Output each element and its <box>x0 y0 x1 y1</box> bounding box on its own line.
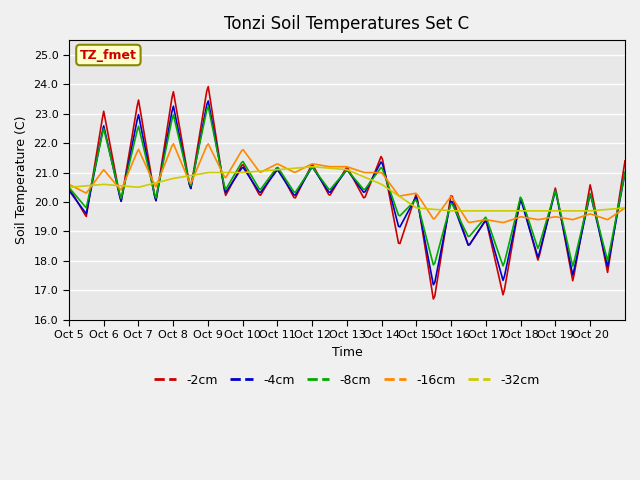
-4cm <box>429 282 437 288</box>
-32cm <box>547 208 555 214</box>
-4cm <box>353 180 360 185</box>
-16cm <box>499 220 507 226</box>
-32cm <box>449 208 456 214</box>
Line: -32cm: -32cm <box>69 167 625 211</box>
X-axis label: Time: Time <box>332 346 362 359</box>
-16cm <box>101 168 109 174</box>
-8cm <box>620 177 627 183</box>
-2cm <box>429 296 437 302</box>
-8cm <box>463 231 470 237</box>
-4cm <box>547 205 555 211</box>
-32cm <box>309 164 317 169</box>
-4cm <box>65 187 73 193</box>
-16cm <box>621 205 629 211</box>
-8cm <box>546 208 554 214</box>
-16cm <box>170 141 177 147</box>
-4cm <box>620 178 627 183</box>
-16cm <box>353 167 360 173</box>
-2cm <box>84 205 92 211</box>
Line: -2cm: -2cm <box>69 86 625 299</box>
-16cm <box>620 206 627 212</box>
-8cm <box>204 104 212 109</box>
-16cm <box>84 188 92 194</box>
-32cm <box>465 208 472 214</box>
Line: -16cm: -16cm <box>69 144 625 223</box>
-8cm <box>353 178 360 184</box>
-2cm <box>353 181 360 187</box>
-32cm <box>620 205 627 211</box>
Title: Tonzi Soil Temperatures Set C: Tonzi Soil Temperatures Set C <box>225 15 470 33</box>
Line: -8cm: -8cm <box>69 107 625 266</box>
-4cm <box>465 242 472 248</box>
-2cm <box>547 204 555 209</box>
-2cm <box>204 84 212 89</box>
-8cm <box>621 170 629 176</box>
-32cm <box>353 171 360 177</box>
-2cm <box>620 167 627 173</box>
-16cm <box>65 181 73 187</box>
-32cm <box>84 183 92 189</box>
-2cm <box>101 116 109 122</box>
-4cm <box>621 170 629 176</box>
-32cm <box>621 205 629 211</box>
-4cm <box>101 130 109 135</box>
-8cm <box>569 264 577 269</box>
-8cm <box>84 198 92 204</box>
-4cm <box>84 204 92 209</box>
-32cm <box>101 181 109 187</box>
-4cm <box>204 98 212 104</box>
-16cm <box>463 217 470 223</box>
-2cm <box>465 242 472 248</box>
Y-axis label: Soil Temperature (C): Soil Temperature (C) <box>15 116 28 244</box>
-8cm <box>65 184 73 190</box>
-2cm <box>65 184 73 190</box>
Line: -4cm: -4cm <box>69 101 625 285</box>
-2cm <box>621 158 629 164</box>
-16cm <box>547 215 555 220</box>
-32cm <box>65 184 73 190</box>
-8cm <box>101 132 109 138</box>
Legend: -2cm, -4cm, -8cm, -16cm, -32cm: -2cm, -4cm, -8cm, -16cm, -32cm <box>149 369 545 392</box>
Text: TZ_fmet: TZ_fmet <box>80 48 137 61</box>
